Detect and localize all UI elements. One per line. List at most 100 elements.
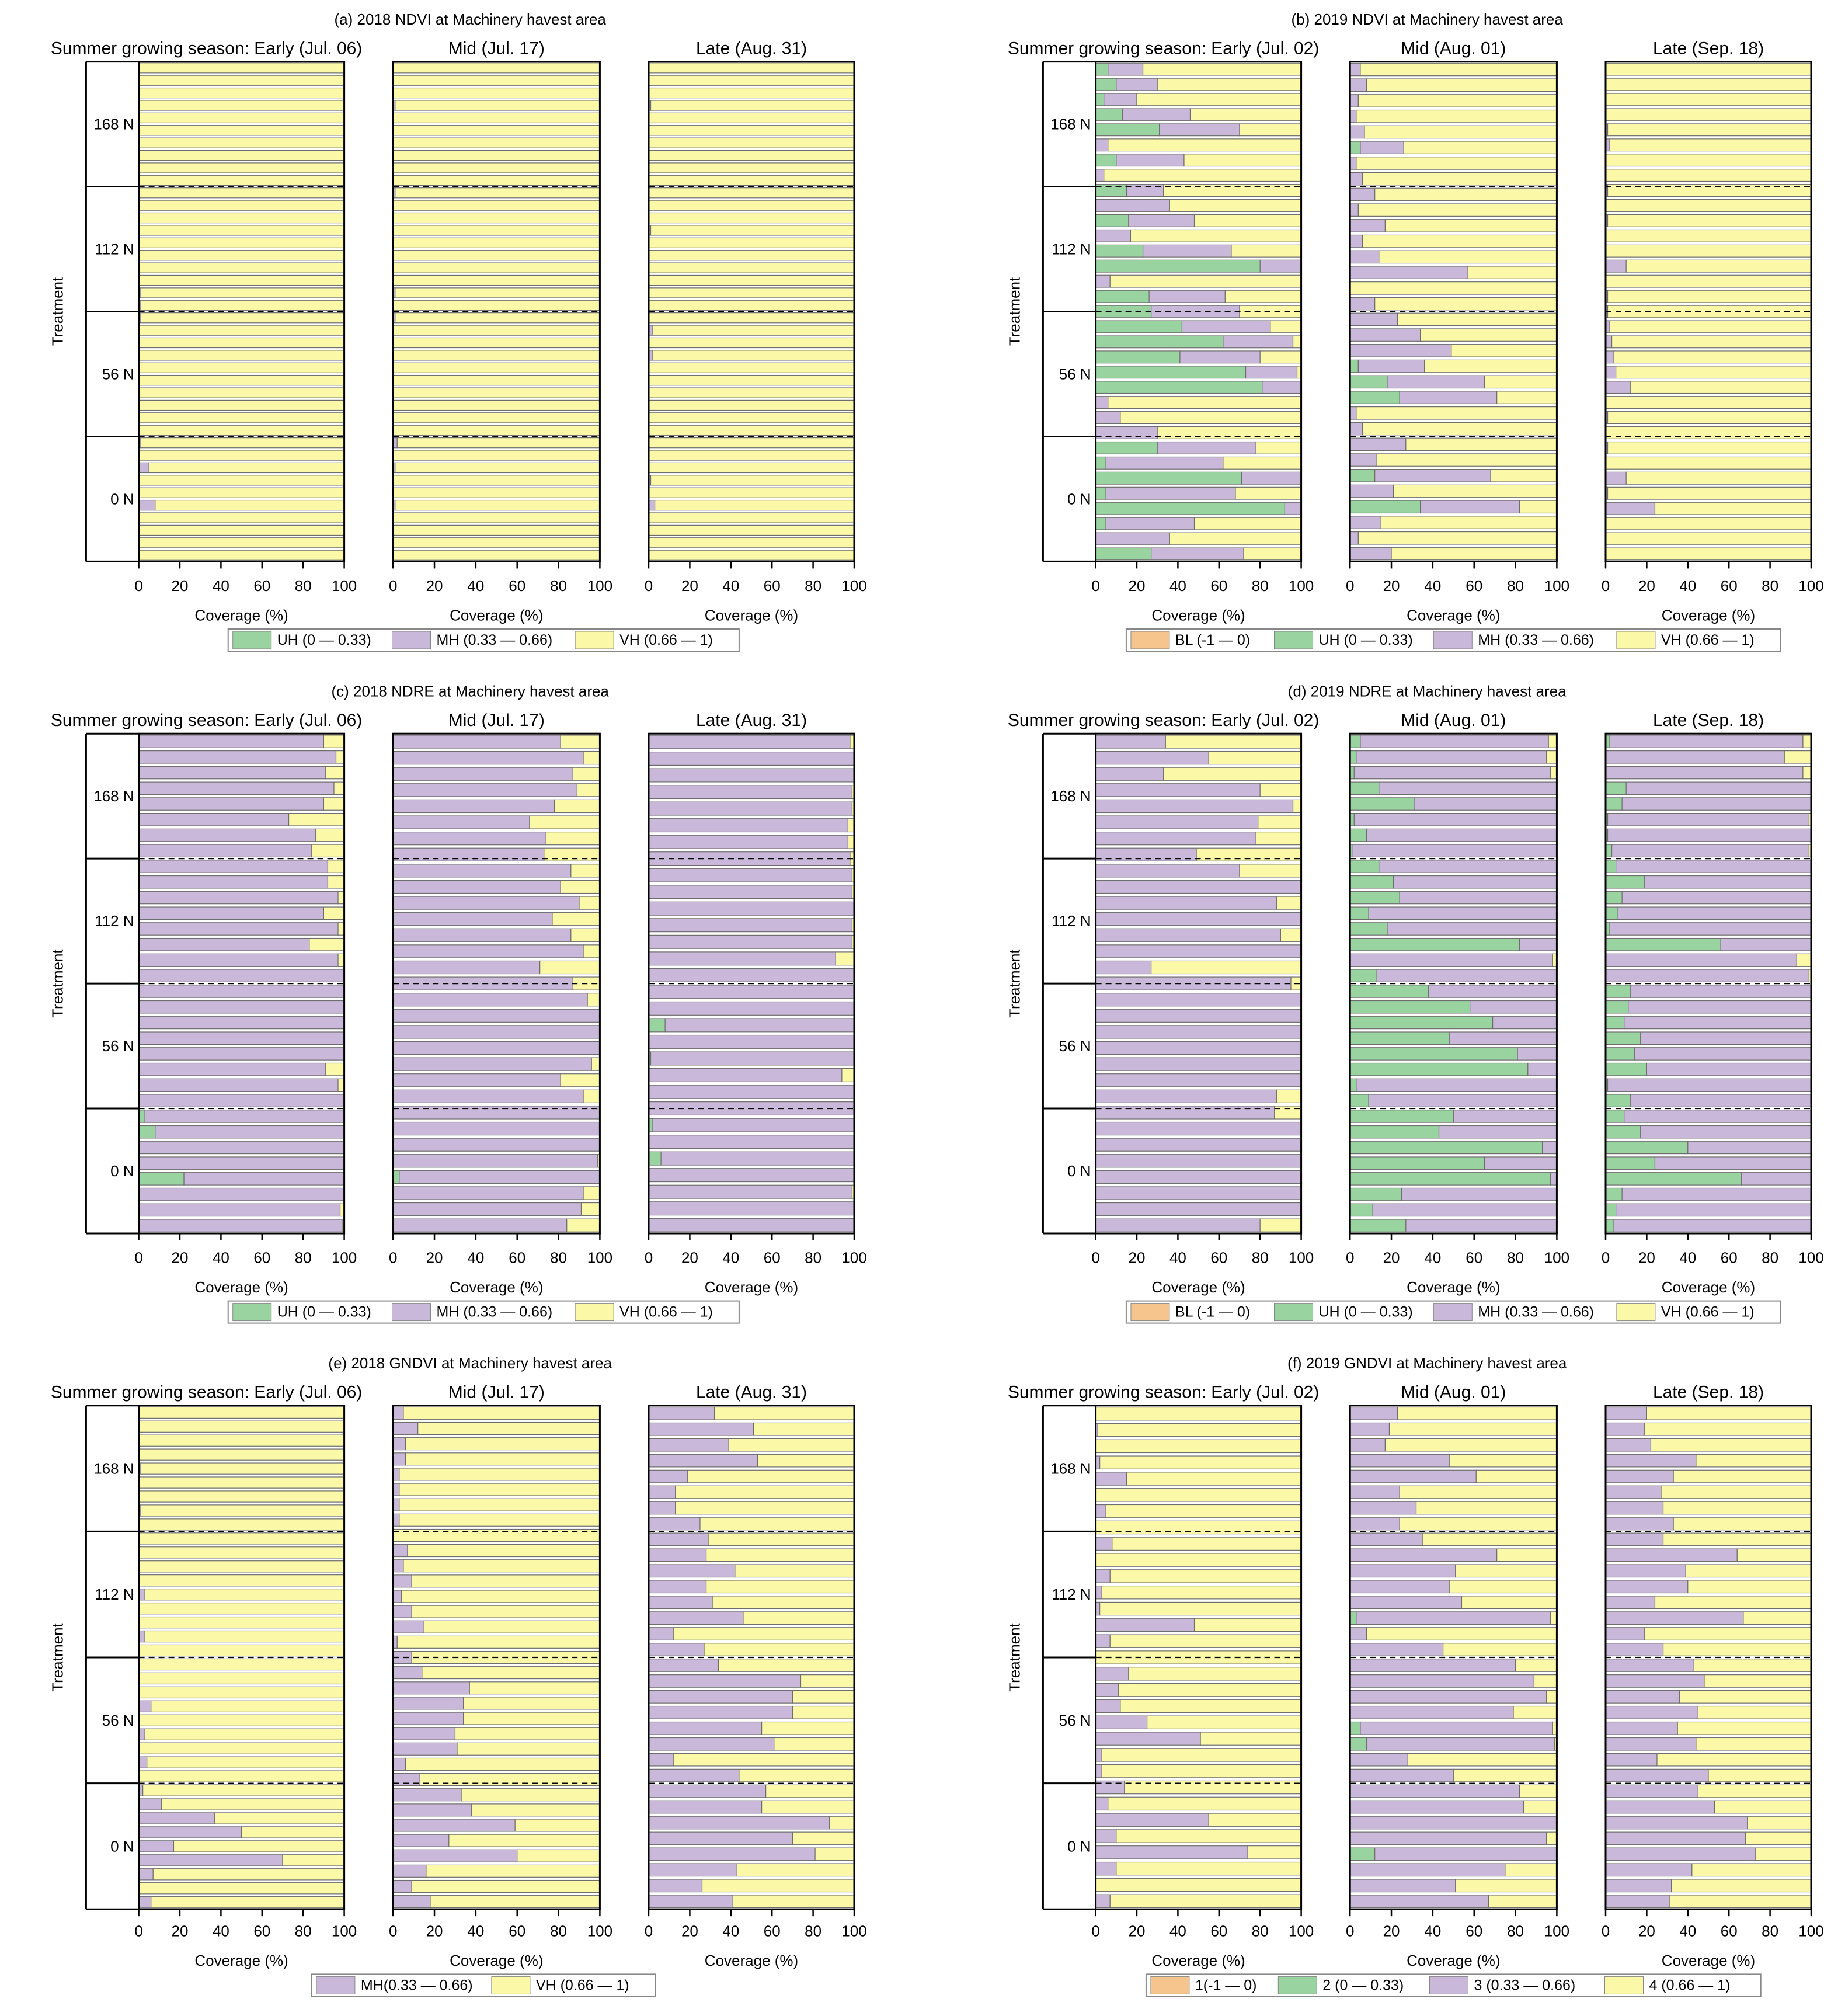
bar-segment-mh xyxy=(392,1742,458,1756)
bar-segment-vh xyxy=(1607,441,1812,454)
bar-segment-mh xyxy=(1349,1879,1456,1893)
bar-segment-vh xyxy=(648,137,855,148)
bar-segment-vh xyxy=(648,425,855,436)
x-tick-label: 20 xyxy=(1638,577,1655,595)
bar-segment-mh xyxy=(1368,1094,1557,1107)
x-tick-label: 80 xyxy=(295,1922,312,1939)
panel-frame xyxy=(1095,1405,1303,1910)
bar-segment-mh xyxy=(1372,1203,1558,1217)
bar-segment-vh xyxy=(140,287,345,298)
bar-segment-mh xyxy=(1349,1532,1423,1546)
treatment-label: 56 N xyxy=(1059,1037,1091,1055)
panel-frame xyxy=(1604,1405,1812,1910)
bar-segment-vh xyxy=(1128,1667,1302,1681)
bar-segment-vh xyxy=(430,1895,600,1909)
bar-segment-vh xyxy=(392,537,601,548)
legend-swatch-mh xyxy=(1429,1976,1468,1994)
bar-segment-vh xyxy=(1605,93,1812,106)
bar-segment-mh xyxy=(1095,1667,1129,1681)
bar-segment-vh xyxy=(411,1574,600,1588)
bar-segment-vh xyxy=(1163,767,1302,781)
bar-segment-vh xyxy=(138,1742,345,1754)
bar-segment-vh xyxy=(1130,229,1302,242)
treatment-label: 0 N xyxy=(110,490,134,508)
bar-segment-vh xyxy=(1101,1585,1302,1600)
bar-segment-mh xyxy=(1095,831,1256,846)
panel-frame xyxy=(1604,732,1812,1235)
bar-segment-mh xyxy=(1181,320,1271,333)
bar-segment-mh xyxy=(392,1819,516,1832)
bar-segment-vh xyxy=(743,1611,855,1625)
x-tick-label: 0 xyxy=(134,577,142,595)
bar-segment-vh xyxy=(423,1620,601,1633)
bar-segment-mh xyxy=(138,1156,345,1170)
bar-segment-uh xyxy=(1605,891,1623,905)
bar-segment-uh xyxy=(1349,1156,1485,1170)
bar-segment-mh xyxy=(392,1218,568,1232)
bar-segment-vh xyxy=(1391,547,1558,561)
bar-segment-mh xyxy=(648,1895,733,1909)
x-tick-label: 80 xyxy=(295,577,312,595)
bar-segment-mh xyxy=(648,1001,855,1016)
bar-segment-vh xyxy=(396,1635,600,1649)
legend-swatch-mh xyxy=(392,631,431,649)
bar-segment-uh xyxy=(1095,154,1117,167)
bar-segment-mh xyxy=(1484,1156,1557,1170)
bar-segment-mh xyxy=(1605,502,1656,515)
bar-segment-vh xyxy=(1685,1564,1812,1578)
bar-segment-vh xyxy=(1193,214,1302,227)
bar-segment-mh xyxy=(1349,62,1361,77)
bar-segment-vh xyxy=(1142,62,1302,76)
bar-segment-mh xyxy=(1095,783,1261,797)
bar-segment-uh xyxy=(1095,502,1286,515)
bar-segment-mh xyxy=(648,818,849,833)
bar-segment-mh xyxy=(1630,1094,1812,1107)
bar-segment-mh xyxy=(1605,1580,1689,1594)
x-tick-label: 0 xyxy=(1602,577,1610,595)
panel-frame xyxy=(392,61,601,562)
bar-segment-mh xyxy=(1095,767,1164,781)
bar-segment-mh xyxy=(1605,1406,1648,1420)
bar-segment-vh xyxy=(1276,1089,1302,1103)
bar-segment-vh xyxy=(1379,250,1558,264)
bar-segment-vh xyxy=(1357,94,1557,107)
bar-segment-vh xyxy=(554,799,601,814)
y-axis-label: Treatment xyxy=(48,277,66,346)
bar-segment-vh xyxy=(1104,169,1302,182)
bar-segment-mh xyxy=(1104,93,1137,106)
bar-segment-vh xyxy=(1496,1548,1557,1562)
bar-segment-mh xyxy=(1095,1748,1102,1762)
bar-segment-mh xyxy=(1095,1569,1111,1583)
bar-segment-vh xyxy=(138,524,345,536)
bar-segment-vh xyxy=(648,312,855,324)
bar-segment-uh xyxy=(1349,469,1376,482)
bar-segment-vh xyxy=(392,399,601,411)
bar-segment-vh xyxy=(457,1742,601,1756)
treatment-label: 56 N xyxy=(1059,1712,1091,1729)
panel-frame xyxy=(648,732,855,1235)
bar-segment-mh xyxy=(648,1517,701,1531)
bar-segment-vh xyxy=(1714,1800,1812,1814)
bar-segment-vh xyxy=(147,1756,345,1768)
bar-segment-mh xyxy=(1349,1831,1547,1845)
bar-segment-mh xyxy=(392,944,584,958)
bar-segment-mh xyxy=(1349,1800,1524,1814)
bar-segment-mh xyxy=(648,1201,855,1216)
chart-title: (e) 2018 GNDVI at Machinery havest area xyxy=(328,1354,612,1372)
bar-segment-vh xyxy=(1362,172,1557,186)
panel-e-3: Late (Aug. 31) 0 20 40 60 80 100 Coverage (%) xyxy=(645,1383,867,1969)
bar-segment-vh xyxy=(1405,437,1557,451)
bar-segment-mh xyxy=(392,735,561,749)
bar-segment-mh xyxy=(1095,532,1170,545)
bar-segment-vh xyxy=(648,287,855,298)
bar-segment-mh xyxy=(648,918,853,933)
bar-segment-vh xyxy=(1108,138,1302,152)
bar-segment-vh xyxy=(1356,157,1557,170)
bar-segment-vh xyxy=(463,1697,600,1710)
bar-segment-vh xyxy=(517,1849,600,1862)
bar-segment-mh xyxy=(1349,1690,1547,1704)
bar-segment-vh xyxy=(463,1712,600,1725)
legend-swatch-mh xyxy=(1433,1303,1473,1322)
bar-segment-vh xyxy=(1605,532,1812,545)
panel-title: Summer growing season: Early (Jul. 06) xyxy=(51,711,363,730)
